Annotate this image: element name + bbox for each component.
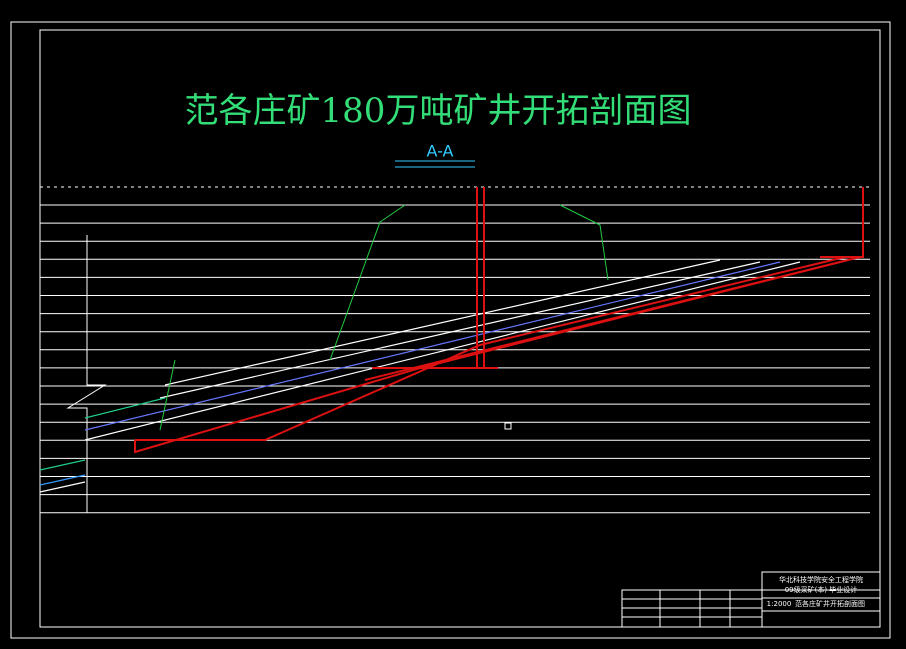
seam (84, 397, 166, 419)
scale: 1:2000 (767, 600, 792, 608)
boundary (159, 359, 176, 431)
seam (164, 259, 721, 386)
roadway (364, 261, 841, 381)
seam (39, 474, 86, 486)
inner-frame (39, 29, 881, 628)
drawing-title: 范各庄矿180万吨矿井开拓剖面图 (185, 91, 692, 131)
class-name: 09级采矿(本) 毕业设计 (785, 585, 858, 594)
seam (39, 481, 86, 493)
seam (84, 261, 801, 441)
boundary (559, 204, 609, 281)
marker (504, 422, 512, 430)
roadways (134, 187, 864, 454)
roadway (135, 256, 846, 441)
seam (39, 459, 86, 471)
seam (159, 261, 761, 399)
boundary-lines (159, 204, 609, 431)
title-block (621, 571, 881, 628)
outer-frame (10, 21, 891, 639)
coal-seams (39, 259, 801, 493)
section-label: A-A (427, 142, 454, 161)
school-name: 华北科技学院安全工程学院 (779, 575, 863, 584)
drawing-name: 范各庄矿井开拓剖面图 (795, 599, 865, 608)
air-shaft (820, 187, 864, 258)
boundary (329, 204, 406, 361)
seam (84, 261, 781, 431)
profile-edge (66, 235, 107, 513)
